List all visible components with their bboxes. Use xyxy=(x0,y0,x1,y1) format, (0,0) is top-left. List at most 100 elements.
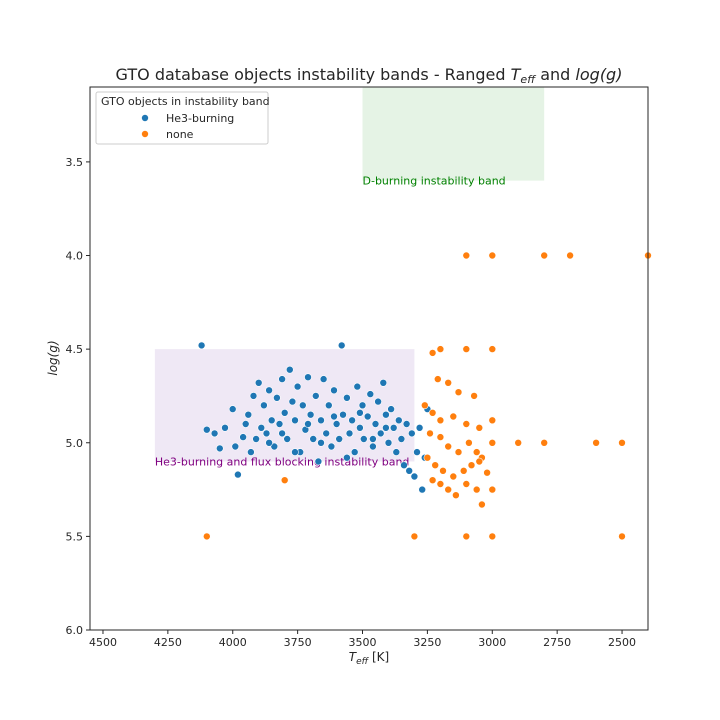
point-he3-burning xyxy=(397,435,406,443)
point-none xyxy=(514,438,523,447)
point-none xyxy=(618,532,626,541)
point-he3-burning xyxy=(260,401,268,410)
point-none xyxy=(459,466,468,475)
point-none xyxy=(462,251,471,260)
point-he3-burning xyxy=(376,429,385,438)
point-he3-burning xyxy=(314,457,323,466)
y-axis-label: log(g) xyxy=(46,340,60,375)
point-none xyxy=(428,349,437,357)
point-he3-burning xyxy=(254,378,263,387)
point-he3-burning xyxy=(330,412,338,421)
point-he3-burning xyxy=(273,393,281,402)
point-he3-burning xyxy=(317,438,325,447)
point-he3-burning xyxy=(415,423,424,432)
point-he3-burning xyxy=(389,423,398,432)
point-he3-burning xyxy=(402,420,411,428)
x-tick-label: 4250 xyxy=(154,636,182,649)
point-none xyxy=(483,468,491,477)
point-none xyxy=(410,532,419,541)
point-none xyxy=(478,500,486,509)
point-he3-burning xyxy=(280,408,289,417)
point-none xyxy=(462,480,471,488)
legend-entry-he3-burning: He3-burning xyxy=(166,112,234,125)
point-none xyxy=(488,485,497,494)
point-he3-burning xyxy=(379,378,388,387)
band-region-0 xyxy=(362,87,545,181)
point-he3-burning xyxy=(288,397,297,406)
point-he3-burning xyxy=(285,365,294,374)
legend-marker-he3-burning xyxy=(141,114,149,122)
point-he3-burning xyxy=(418,485,427,494)
point-he3-burning xyxy=(265,386,273,395)
x-tick-label: 3000 xyxy=(478,636,506,649)
point-he3-burning xyxy=(210,429,219,438)
point-he3-burning xyxy=(252,435,260,443)
point-none xyxy=(618,438,626,447)
point-he3-burning xyxy=(356,408,364,417)
point-he3-burning xyxy=(366,390,375,398)
point-none xyxy=(462,532,471,541)
point-none xyxy=(420,401,429,410)
instability-bands: D-burning instability band He3-burning an… xyxy=(154,87,545,468)
point-he3-burning xyxy=(291,448,299,456)
point-none xyxy=(488,416,497,425)
point-none xyxy=(454,388,463,397)
point-none xyxy=(475,457,484,466)
point-he3-burning xyxy=(275,420,284,428)
point-he3-burning xyxy=(363,412,372,421)
point-he3-burning xyxy=(257,423,266,432)
point-he3-burning xyxy=(392,448,401,456)
point-he3-burning xyxy=(387,405,395,413)
point-he3-burning xyxy=(332,420,341,428)
legend-entry-none: none xyxy=(166,128,194,141)
point-none xyxy=(488,345,497,353)
point-none xyxy=(426,429,434,438)
point-none xyxy=(444,378,453,387)
y-tick-label: 3.5 xyxy=(66,156,84,169)
point-none xyxy=(465,438,473,447)
band-label-0: D-burning instability band xyxy=(363,175,506,188)
point-he3-burning xyxy=(327,442,336,451)
point-none xyxy=(488,251,497,260)
x-tick-label: 2750 xyxy=(543,636,571,649)
point-he3-burning xyxy=(291,416,299,425)
point-he3-burning xyxy=(356,423,364,432)
point-he3-burning xyxy=(304,373,312,382)
point-he3-burning xyxy=(350,448,359,456)
point-he3-burning xyxy=(359,435,368,443)
point-he3-burning xyxy=(369,442,377,451)
point-none xyxy=(540,251,549,260)
point-he3-burning xyxy=(382,423,390,432)
x-tick-label: 2500 xyxy=(608,636,636,649)
point-none xyxy=(540,438,549,447)
y-tick-label: 5.5 xyxy=(66,530,84,543)
y-tick-label: 5.0 xyxy=(66,437,84,450)
x-axis-ticks: 4500 4250 4000 3750 3500 3250 3000 2750 2500 xyxy=(89,630,636,649)
point-he3-burning xyxy=(371,420,380,428)
y-tick-label: 6.0 xyxy=(66,624,84,637)
point-none xyxy=(423,453,432,462)
point-none xyxy=(444,442,453,451)
point-none xyxy=(428,476,437,485)
point-he3-burning xyxy=(309,435,318,443)
point-none xyxy=(462,420,471,428)
point-he3-burning xyxy=(249,392,258,400)
point-none xyxy=(280,476,289,485)
point-he3-burning xyxy=(337,341,346,350)
point-he3-burning xyxy=(311,392,320,400)
point-he3-burning xyxy=(410,472,419,481)
point-none xyxy=(428,408,437,417)
y-tick-label: 4.0 xyxy=(66,250,84,263)
point-he3-burning xyxy=(265,438,273,447)
point-none xyxy=(592,438,600,447)
band-region-1 xyxy=(154,349,415,462)
point-he3-burning xyxy=(400,461,408,470)
point-none xyxy=(470,392,478,400)
point-he3-burning xyxy=(244,410,253,419)
point-he3-burning xyxy=(228,405,237,413)
point-he3-burning xyxy=(374,397,382,406)
scatter-points xyxy=(197,251,652,541)
point-he3-burning xyxy=(324,401,333,410)
point-he3-burning xyxy=(369,435,377,443)
